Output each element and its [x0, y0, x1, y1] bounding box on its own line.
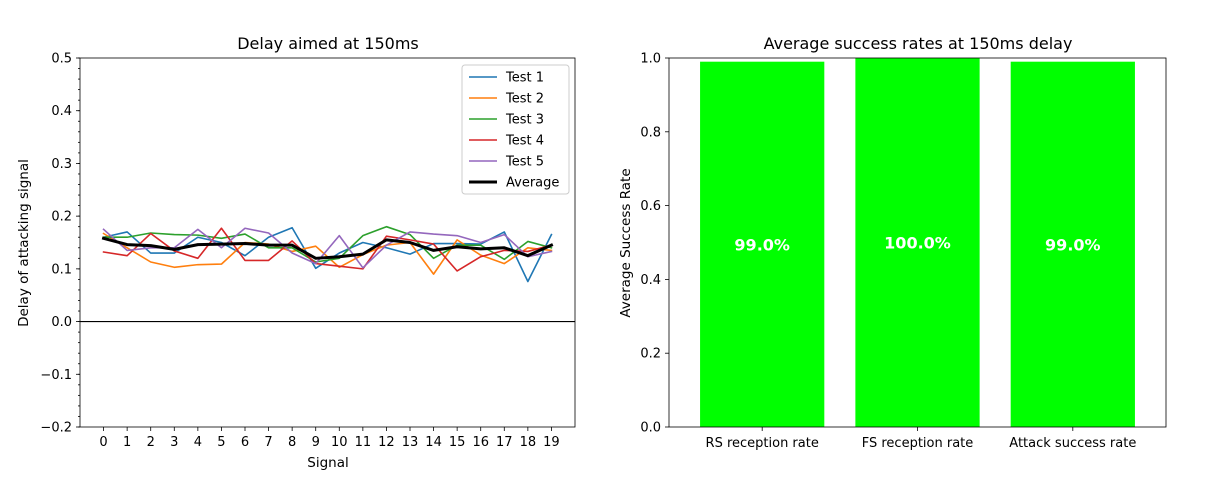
line-chart-y-tick-label: 0.4 — [51, 104, 72, 119]
line-chart-y-tick-label: −0.2 — [40, 421, 72, 436]
line-chart-x-tick-label: 5 — [217, 435, 225, 450]
line-series-test-4 — [102, 227, 553, 272]
line-chart-y-tick-label: 0.1 — [51, 262, 72, 277]
line-chart-x-tick-label: 2 — [147, 435, 155, 450]
line-chart-x-tick-label: 19 — [543, 435, 560, 450]
line-chart-y-tick-label: 0.2 — [51, 210, 72, 225]
line-chart-xlabel: Signal — [307, 455, 348, 471]
line-chart-x-tick-label: 16 — [472, 435, 489, 450]
line-chart-x-tick-label: 18 — [520, 435, 537, 450]
line-chart-ylabel: Delay of attacking signal — [16, 159, 32, 327]
bar — [700, 61, 825, 427]
bar-chart-y-tick-label: 1.0 — [640, 52, 661, 67]
line-chart-y-tick-label: 0.5 — [51, 52, 72, 67]
bar-chart-y-tick-label: 0.0 — [640, 421, 661, 436]
line-chart-x-tick-label: 9 — [312, 435, 320, 450]
line-chart-x-tick-label: 3 — [170, 435, 178, 450]
bar-chart-y-tick-label: 0.8 — [640, 125, 661, 140]
bar — [855, 58, 980, 427]
legend-label: Test 3 — [505, 113, 544, 128]
line-chart-y-tick-label: 0.0 — [51, 315, 72, 330]
legend-label: Test 4 — [505, 134, 544, 149]
legend-label: Test 5 — [505, 155, 544, 170]
bar-chart-frame — [668, 57, 1167, 428]
line-series-average — [101, 236, 554, 260]
line-chart-x-tick-label: 12 — [378, 435, 395, 450]
line-chart-x-tick-label: 11 — [355, 435, 372, 450]
line-chart-y-tick-label: −0.1 — [40, 368, 72, 383]
line-chart-y-tick-label: 0.3 — [51, 157, 72, 172]
bar-chart-y-tick-label: 0.4 — [640, 273, 661, 288]
bar-data-label: 99.0% — [1045, 235, 1101, 254]
bar-chart-plot-area: 0.0 0.2 0.4 0.6 0.8 1.0 99.0% RS reception rate… — [640, 52, 1167, 451]
bar — [1010, 61, 1135, 427]
bar-data-label: 100.0% — [884, 234, 951, 253]
line-chart-x-tick-label: 7 — [264, 435, 272, 450]
line-chart-x-tick-label: 10 — [331, 435, 348, 450]
bar-chart-ylabel: Average Success Rate — [618, 168, 634, 317]
line-series-test-5 — [102, 227, 553, 269]
bar-chart-x-tick-label: Attack success rate — [1009, 436, 1136, 451]
line-chart-title: Delay aimed at 150ms — [237, 34, 419, 53]
bar-chart-y-tick-label: 0.6 — [640, 199, 661, 214]
bar-chart-x-tick-label: FS reception rate — [862, 436, 974, 451]
line-chart-x-tick-label: 0 — [99, 435, 107, 450]
line-chart-frame — [79, 57, 576, 428]
bar-chart: Average success rates at 150ms delay 0.0… — [618, 34, 1167, 451]
line-chart-x-tick-label: 4 — [194, 435, 202, 450]
line-chart-x-tick-label: 1 — [123, 435, 131, 450]
legend-label: Test 2 — [505, 92, 544, 107]
line-chart-plot-area: 0.50.40.30.20.10.0−0.1−0.20 1 2 3 4 5 6 7 8 9 10 11… — [40, 52, 576, 450]
bar-chart-title: Average success rates at 150ms delay — [764, 34, 1073, 53]
bar-chart-y-tick-label: 0.2 — [640, 347, 661, 362]
line-chart-x-tick-label: 17 — [496, 435, 513, 450]
line-chart-x-tick-label: 14 — [425, 435, 442, 450]
bar-chart-x-tick-label: RS reception rate — [706, 436, 819, 451]
line-chart: Delay aimed at 150ms 0.5 0.4 0.3 0.2 0.1 0.0 −… — [16, 34, 576, 471]
line-chart-legend: Test 1 Test 2 Test 3 Test 4 Test 5 Average — [461, 64, 570, 195]
line-series-test-3 — [102, 225, 553, 263]
line-chart-x-tick-label: 15 — [449, 435, 466, 450]
line-chart-x-tick-label: 8 — [288, 435, 296, 450]
legend-label: Average — [506, 176, 559, 191]
line-series-test-1 — [102, 226, 553, 283]
legend-label: Test 1 — [505, 71, 544, 86]
line-chart-x-tick-label: 13 — [402, 435, 419, 450]
bar-data-label: 99.0% — [734, 235, 790, 254]
line-chart-x-tick-label: 6 — [241, 435, 249, 450]
